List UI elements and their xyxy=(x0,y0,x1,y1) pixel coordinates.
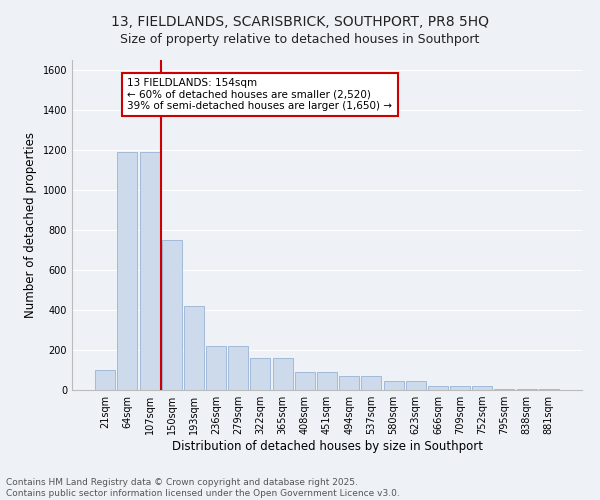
Bar xyxy=(250,358,271,390)
X-axis label: Distribution of detached houses by size in Southport: Distribution of detached houses by size … xyxy=(172,440,482,453)
Bar xyxy=(539,389,559,390)
Bar xyxy=(184,306,204,390)
Bar xyxy=(339,376,359,390)
Bar xyxy=(428,386,448,390)
Bar xyxy=(406,381,426,390)
Bar xyxy=(361,376,382,390)
Bar xyxy=(472,386,492,390)
Bar xyxy=(450,386,470,390)
Bar xyxy=(162,240,182,390)
Bar xyxy=(317,372,337,390)
Bar xyxy=(206,346,226,390)
Text: Contains HM Land Registry data © Crown copyright and database right 2025.
Contai: Contains HM Land Registry data © Crown c… xyxy=(6,478,400,498)
Text: 13, FIELDLANDS, SCARISBRICK, SOUTHPORT, PR8 5HQ: 13, FIELDLANDS, SCARISBRICK, SOUTHPORT, … xyxy=(111,15,489,29)
Bar xyxy=(494,389,514,390)
Text: 13 FIELDLANDS: 154sqm
← 60% of detached houses are smaller (2,520)
39% of semi-d: 13 FIELDLANDS: 154sqm ← 60% of detached … xyxy=(127,78,392,111)
Bar xyxy=(272,358,293,390)
Y-axis label: Number of detached properties: Number of detached properties xyxy=(24,132,37,318)
Bar xyxy=(118,152,137,390)
Bar xyxy=(95,370,115,390)
Bar xyxy=(383,381,404,390)
Bar xyxy=(140,152,160,390)
Bar xyxy=(228,346,248,390)
Bar xyxy=(295,372,315,390)
Text: Size of property relative to detached houses in Southport: Size of property relative to detached ho… xyxy=(121,32,479,46)
Bar xyxy=(517,389,536,390)
